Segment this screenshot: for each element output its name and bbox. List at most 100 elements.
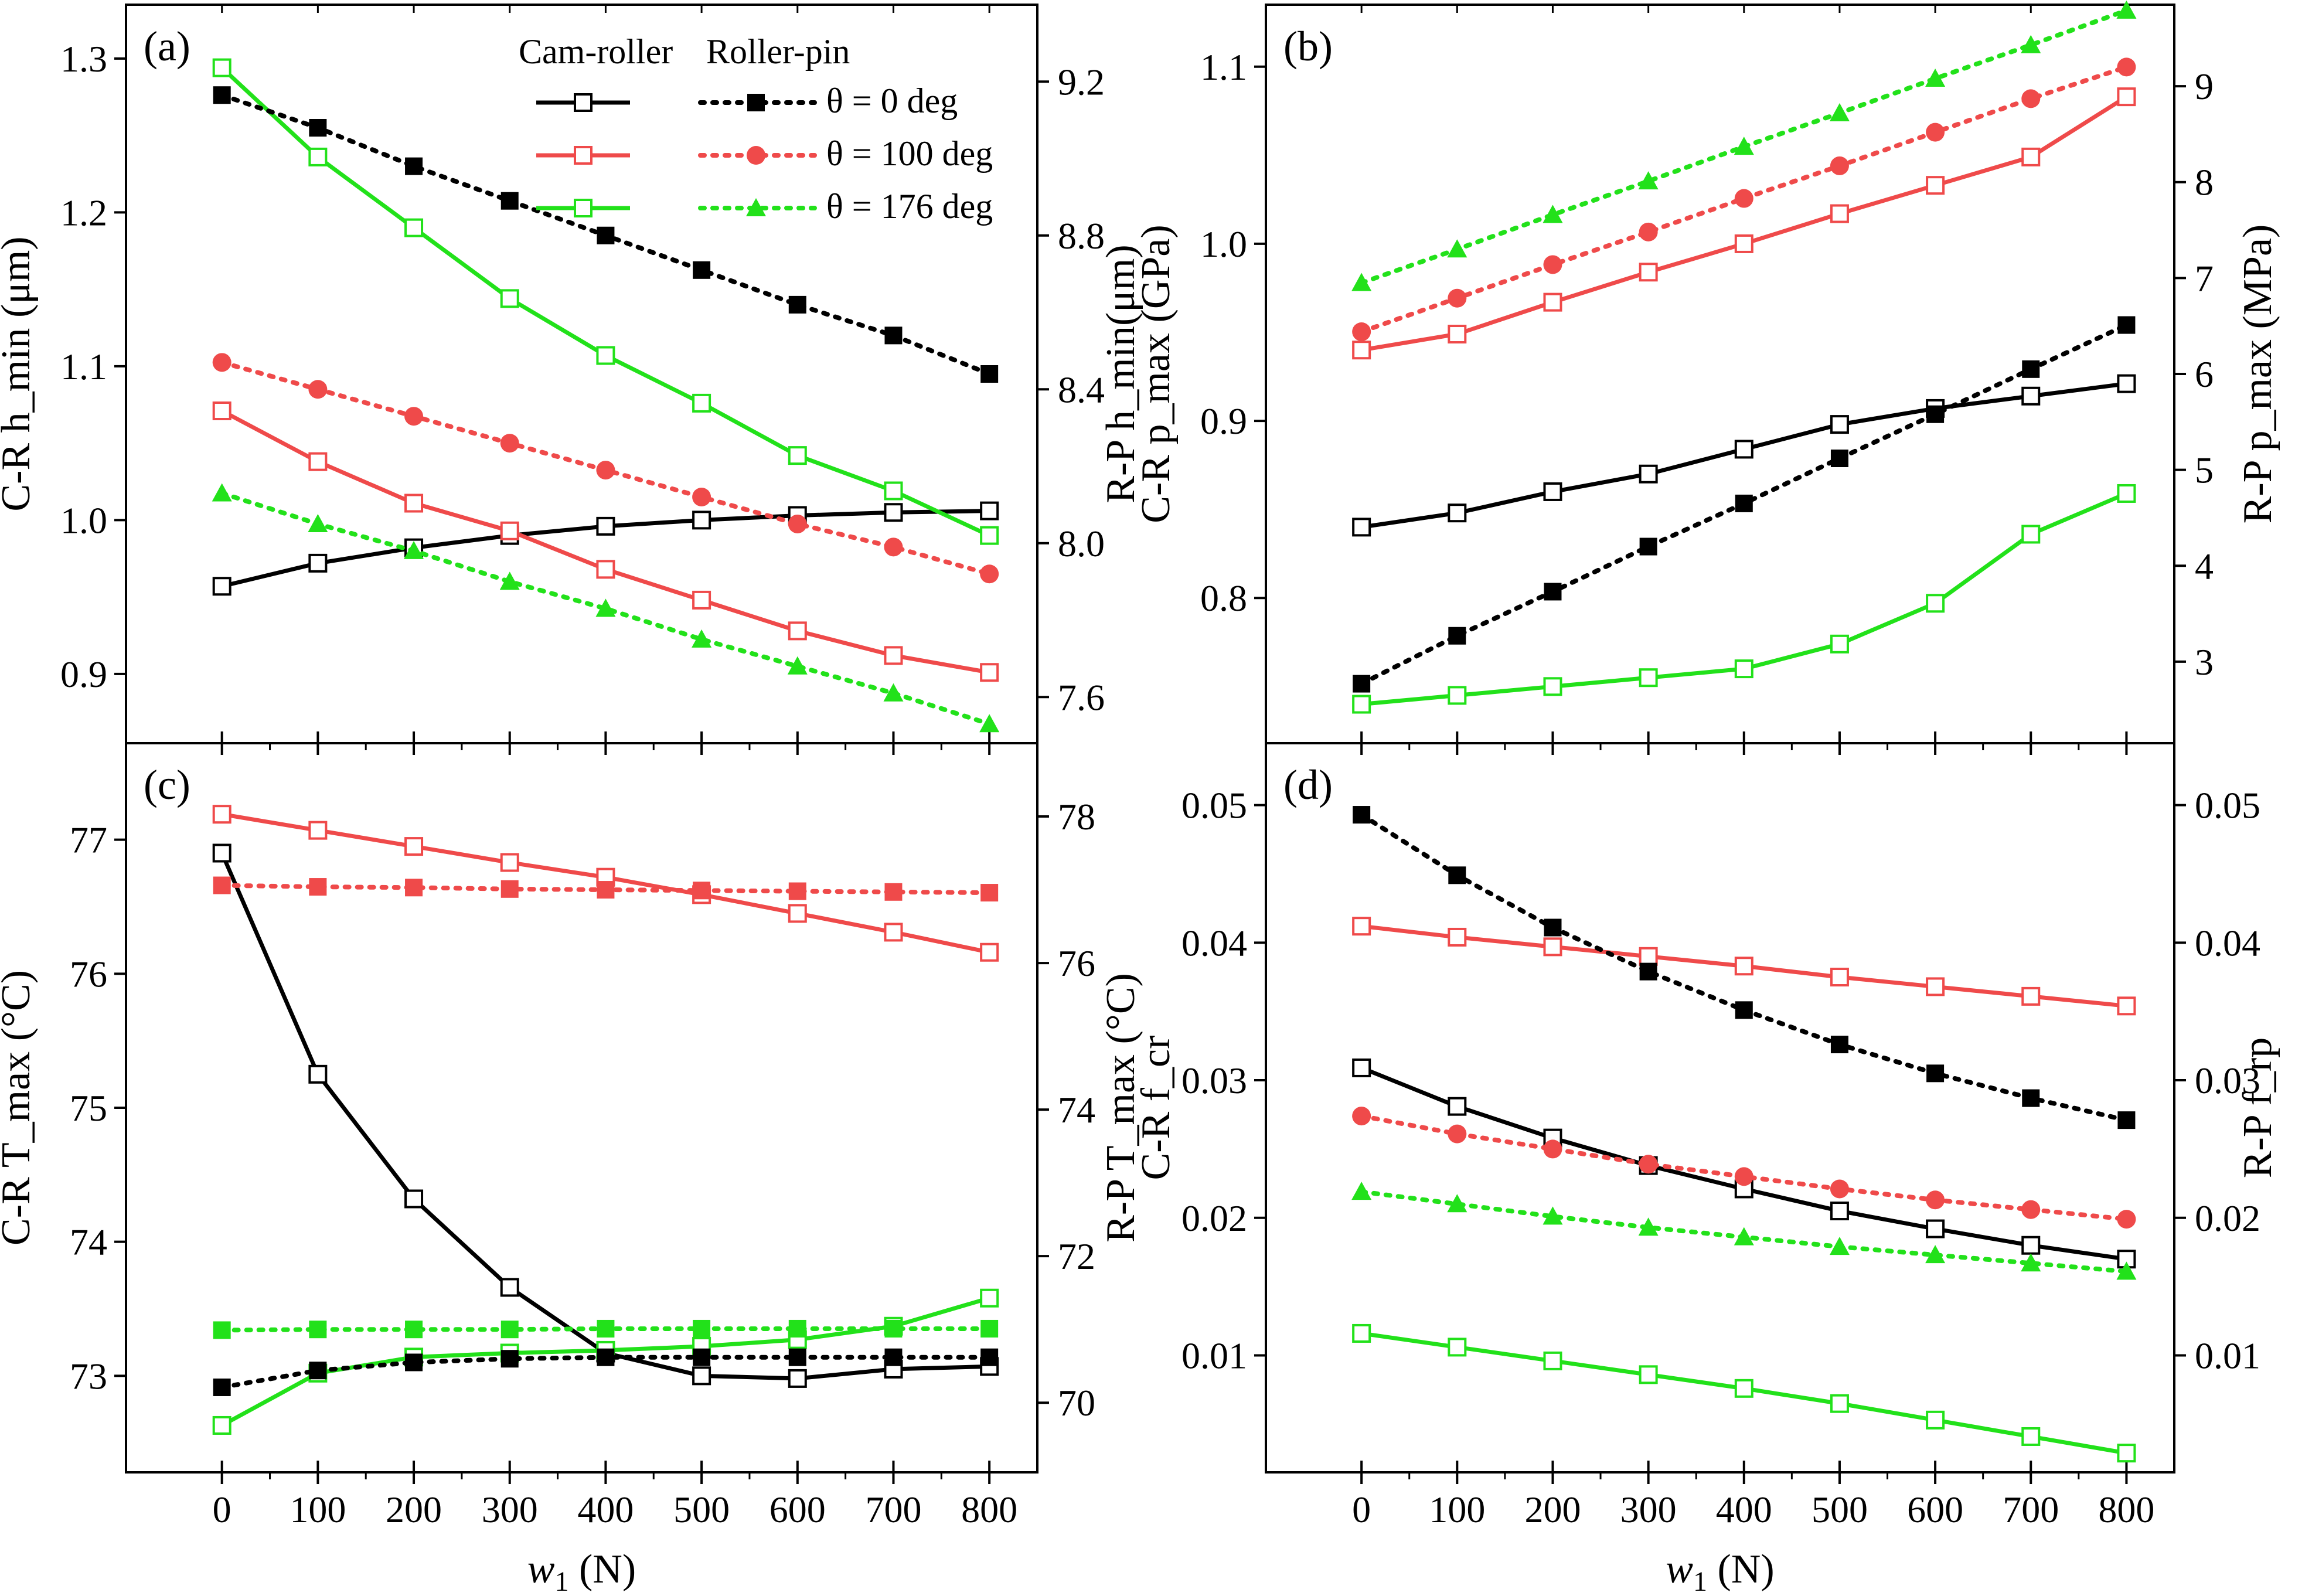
x-tick-label: 600 <box>1907 1489 1963 1530</box>
data-point <box>1926 977 1945 996</box>
data-point <box>788 1319 806 1338</box>
x-tick-label: 300 <box>1620 1489 1677 1530</box>
data-point <box>1448 686 1467 705</box>
data-point <box>2021 35 2041 53</box>
y-right-tick-label: 9.2 <box>1058 61 1105 103</box>
data-point <box>788 904 807 923</box>
y-left-tick-label: 0.04 <box>1181 922 1247 964</box>
y-left-tick-label: 77 <box>70 819 107 861</box>
data-point <box>2117 57 2136 77</box>
data-point <box>2021 1236 2041 1255</box>
data-point <box>1926 405 1945 423</box>
data-point <box>1448 325 1467 344</box>
legend-entry-theta0: θ = 0 deg <box>826 81 958 120</box>
y-left-tick-label: 73 <box>70 1355 107 1397</box>
y-left-tick-label: 1.2 <box>60 192 107 233</box>
data-point <box>1448 288 1467 308</box>
data-point <box>1639 222 1658 241</box>
data-point <box>500 1350 519 1368</box>
data-point <box>1543 1139 1562 1159</box>
y-right-tick-label: 72 <box>1058 1236 1095 1277</box>
legend-col1-header: Cam-roller <box>519 32 673 71</box>
data-point <box>979 714 1000 733</box>
y-right-axis-label: R-P f_rp <box>2235 1037 2280 1178</box>
data-point <box>1639 1365 1658 1384</box>
data-point <box>1447 239 1467 258</box>
data-point <box>1543 937 1562 957</box>
data-point <box>1638 1217 1659 1236</box>
data-point <box>499 571 520 590</box>
x-tick-label: 600 <box>769 1489 826 1530</box>
data-point <box>692 393 711 413</box>
x-tick-label: 800 <box>961 1489 1017 1530</box>
data-point <box>500 853 519 872</box>
data-point <box>2021 525 2041 544</box>
x-tick-label: 300 <box>482 1489 538 1530</box>
data-point <box>405 157 423 175</box>
data-point <box>2021 1253 2041 1272</box>
data-point <box>980 942 999 962</box>
data-point <box>1639 947 1658 966</box>
data-point <box>788 446 807 465</box>
y-left-tick-label: 0.9 <box>60 654 107 695</box>
data-point <box>693 261 711 279</box>
data-point <box>212 805 231 824</box>
data-point <box>884 503 903 522</box>
data-point <box>2117 1444 2136 1463</box>
data-point <box>1543 205 1563 223</box>
y-left-tick-label: 0.02 <box>1181 1197 1247 1239</box>
data-point <box>787 656 808 675</box>
x-axis-label: w1 (N) <box>527 1547 636 1596</box>
data-point <box>309 1321 327 1339</box>
y-left-tick-label: 1.0 <box>1200 223 1247 265</box>
y-left-tick-label: 0.9 <box>1200 400 1247 442</box>
data-point <box>2117 87 2136 107</box>
data-point <box>788 1348 806 1366</box>
data-point <box>884 1319 903 1338</box>
data-point <box>212 58 231 77</box>
data-point <box>692 1366 711 1386</box>
panel-label: (b) <box>1283 23 1333 70</box>
data-point <box>404 494 424 513</box>
y-right-tick-label: 76 <box>1058 942 1095 984</box>
y-right-tick-label: 8.4 <box>1058 369 1105 410</box>
data-point <box>1352 1058 1371 1077</box>
data-point <box>308 380 328 399</box>
panel-label: (d) <box>1283 761 1333 808</box>
y-right-tick-label: 7 <box>2195 257 2214 299</box>
data-point <box>1830 1179 1849 1199</box>
data-point <box>212 843 231 863</box>
data-point <box>500 1321 519 1339</box>
data-point <box>1543 1351 1562 1370</box>
data-point <box>1830 156 1849 175</box>
data-point <box>788 882 806 900</box>
data-point <box>1926 594 1945 613</box>
series-line <box>1361 95 2128 352</box>
data-point <box>1926 176 1945 195</box>
data-point <box>596 560 615 579</box>
data-point <box>1734 659 1753 679</box>
series-line <box>219 491 992 727</box>
data-point <box>405 879 423 897</box>
data-point <box>2117 316 2136 334</box>
data-point <box>1734 234 1753 253</box>
legend-open-square <box>574 199 593 217</box>
data-point <box>500 521 519 540</box>
series-line <box>220 852 990 1381</box>
data-point <box>693 1319 711 1338</box>
y-left-tick-label: 0.05 <box>1181 785 1247 826</box>
data-point <box>1544 583 1562 601</box>
y-right-axis-label: R-P h_min(μm) <box>1098 244 1143 503</box>
data-point <box>2021 386 2041 406</box>
data-point <box>1543 255 1562 274</box>
data-point <box>1830 1202 1849 1221</box>
data-point <box>884 923 903 942</box>
data-point <box>212 353 231 372</box>
data-point <box>1926 122 1945 142</box>
x-tick-label: 500 <box>673 1489 730 1530</box>
data-point <box>500 192 519 210</box>
y-right-tick-label: 6 <box>2195 353 2214 395</box>
data-point <box>2117 484 2136 503</box>
data-point <box>1829 1237 1850 1255</box>
